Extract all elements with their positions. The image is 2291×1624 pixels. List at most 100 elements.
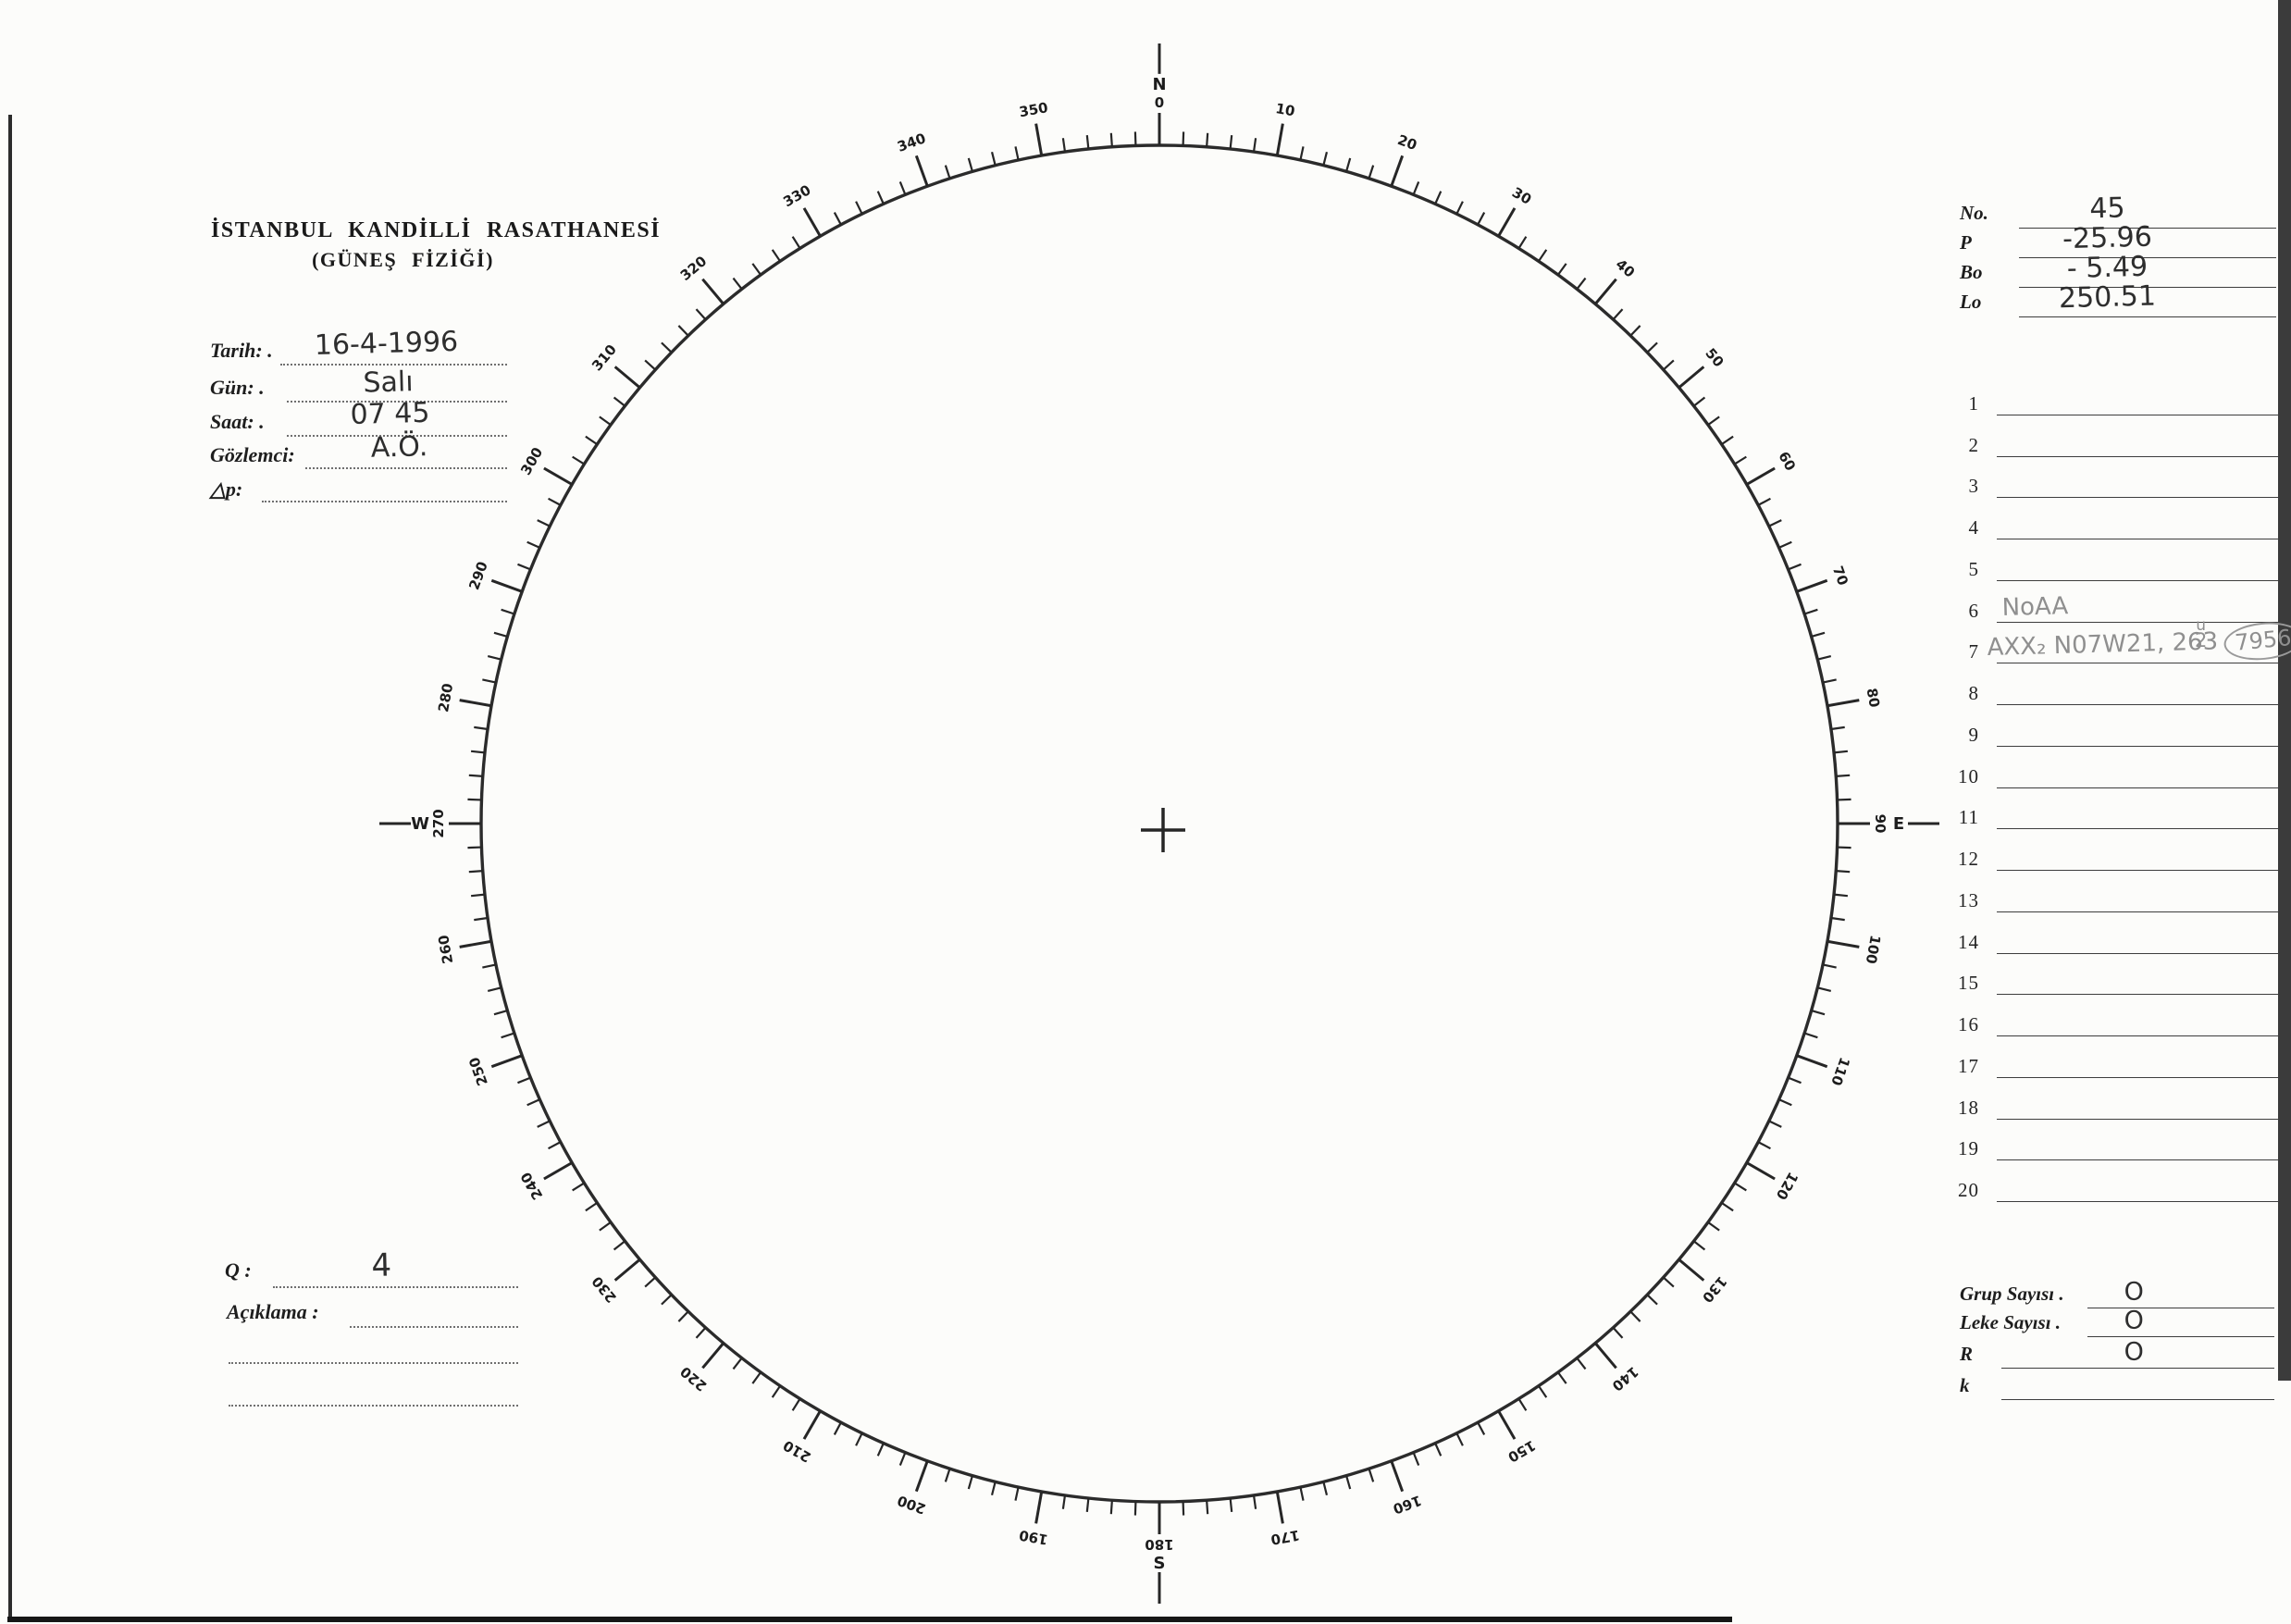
label-backing bbox=[1015, 98, 1052, 120]
info-field-line bbox=[287, 435, 507, 437]
observation-row-number: 1 bbox=[1968, 392, 1979, 415]
label-text: 0 bbox=[1155, 94, 1164, 111]
observation-row-line bbox=[1997, 994, 2278, 995]
observation-row-number: 12 bbox=[1958, 848, 1979, 870]
info-field-label: Gözlemci: bbox=[210, 443, 295, 466]
degree-label: 350 bbox=[1015, 98, 1052, 120]
label-text: 350 bbox=[1018, 99, 1049, 120]
label-backing bbox=[1151, 93, 1168, 110]
label-text: 280 bbox=[435, 682, 456, 713]
label-backing bbox=[1015, 1527, 1052, 1549]
label-backing bbox=[1507, 182, 1537, 209]
label-text: 170 bbox=[1269, 1527, 1301, 1548]
degree-label: 310 bbox=[587, 339, 621, 376]
label-backing bbox=[675, 251, 712, 285]
label-backing bbox=[1774, 446, 1801, 476]
label-backing bbox=[675, 1362, 712, 1396]
info-field-line bbox=[280, 364, 507, 366]
degree-label: 40 bbox=[1611, 254, 1641, 282]
observation-row-number: 15 bbox=[1958, 972, 1979, 994]
ephemeris-line bbox=[2019, 228, 2276, 229]
label-backing bbox=[1863, 931, 1885, 968]
degree-label: 320 bbox=[675, 251, 712, 285]
observation-row-line bbox=[1997, 497, 2278, 498]
label-backing bbox=[1267, 1527, 1304, 1549]
label-text: 40 bbox=[1613, 255, 1639, 280]
ephemeris-label: P bbox=[1960, 231, 1972, 254]
degree-label: 140 bbox=[1607, 1362, 1644, 1396]
degree-ticks bbox=[449, 113, 1870, 1534]
label-backing bbox=[587, 339, 621, 376]
observation-row-number: 17 bbox=[1958, 1055, 1979, 1077]
observation-row-line bbox=[1997, 1159, 2278, 1160]
observation-row-number: 16 bbox=[1958, 1013, 1979, 1035]
degree-labels: 10 20 30 40 50 60 70 80 100 110 120 130 140 150 160 170… bbox=[434, 98, 1885, 1549]
label-backing bbox=[515, 442, 547, 480]
degree-label: 50 bbox=[1701, 342, 1729, 372]
ephemeris-label: No. bbox=[1960, 202, 1988, 224]
observation-row-number: 18 bbox=[1958, 1097, 1979, 1119]
degree-label: 190 bbox=[1015, 1527, 1052, 1549]
degree-label: 260 bbox=[434, 931, 456, 968]
summary-line bbox=[2087, 1336, 2274, 1337]
label-text: 110 bbox=[1827, 1055, 1853, 1088]
degree-label: 0 bbox=[1151, 93, 1168, 111]
degree-label: 120 bbox=[1772, 1167, 1803, 1205]
degree-label: 230 bbox=[587, 1271, 621, 1308]
degree-label: 250 bbox=[464, 1053, 491, 1090]
summary-label: Leke Sayısı . bbox=[1960, 1311, 2062, 1333]
cardinal-letter: N bbox=[1150, 73, 1169, 94]
label-text: 250 bbox=[465, 1055, 491, 1088]
degree-label: 240 bbox=[515, 1167, 547, 1205]
degree-label: 70 bbox=[1828, 561, 1853, 590]
observation-row-line bbox=[1997, 622, 2278, 623]
degree-label: 280 bbox=[434, 679, 456, 716]
degree-label: 110 bbox=[1827, 1053, 1854, 1090]
observation-row-line bbox=[1997, 828, 2278, 829]
label-backing bbox=[1393, 130, 1422, 155]
degree-label: 330 bbox=[778, 180, 816, 211]
label-text: 260 bbox=[435, 934, 456, 965]
observation-row-line bbox=[1997, 911, 2278, 912]
observation-row-number: 10 bbox=[1958, 765, 1979, 787]
label-text: 100 bbox=[1863, 934, 1884, 965]
observation-row-number: 9 bbox=[1968, 724, 1979, 746]
label-backing bbox=[1611, 254, 1641, 282]
label-backing bbox=[464, 1053, 491, 1090]
label-text: 10 bbox=[1274, 100, 1296, 119]
label-text: N bbox=[1152, 75, 1166, 94]
degree-label: 170 bbox=[1267, 1527, 1304, 1549]
observation-row-number: 14 bbox=[1958, 931, 1979, 953]
observation-row-number: 6 bbox=[1968, 600, 1979, 622]
observation-row-line bbox=[1997, 1201, 2278, 1202]
label-text: 290 bbox=[465, 559, 491, 592]
note-line-2 bbox=[229, 1362, 518, 1364]
observation-row-number: 11 bbox=[1958, 806, 1979, 828]
scan-edge-bottom bbox=[7, 1617, 1732, 1622]
label-backing bbox=[778, 1436, 816, 1468]
label-text: 200 bbox=[895, 1492, 928, 1518]
label-text: 80 bbox=[1864, 687, 1883, 709]
info-field-line bbox=[305, 467, 507, 469]
label-backing bbox=[1698, 1271, 1732, 1308]
summary-label: R bbox=[1960, 1343, 1974, 1365]
info-field-line bbox=[287, 401, 507, 403]
label-backing bbox=[429, 807, 446, 840]
label-backing bbox=[1150, 73, 1169, 93]
info-field-label: Tarih: . bbox=[210, 339, 273, 362]
info-field-label: Saat: . bbox=[210, 410, 265, 433]
cardinal-letter: S bbox=[1150, 1552, 1169, 1573]
label-text: 50 bbox=[1702, 345, 1727, 371]
cardinal-letter: W bbox=[411, 812, 429, 834]
label-text: W bbox=[411, 814, 429, 834]
label-backing bbox=[1143, 1537, 1176, 1554]
degree-label: 60 bbox=[1774, 446, 1801, 476]
label-backing bbox=[893, 129, 930, 155]
label-backing bbox=[1863, 684, 1884, 712]
label-backing bbox=[1828, 561, 1853, 590]
summary-line bbox=[2001, 1368, 2274, 1369]
page-title: İSTANBUL KANDİLLİ RASATHANESİ bbox=[211, 218, 662, 242]
degree-label: 210 bbox=[778, 1436, 816, 1468]
